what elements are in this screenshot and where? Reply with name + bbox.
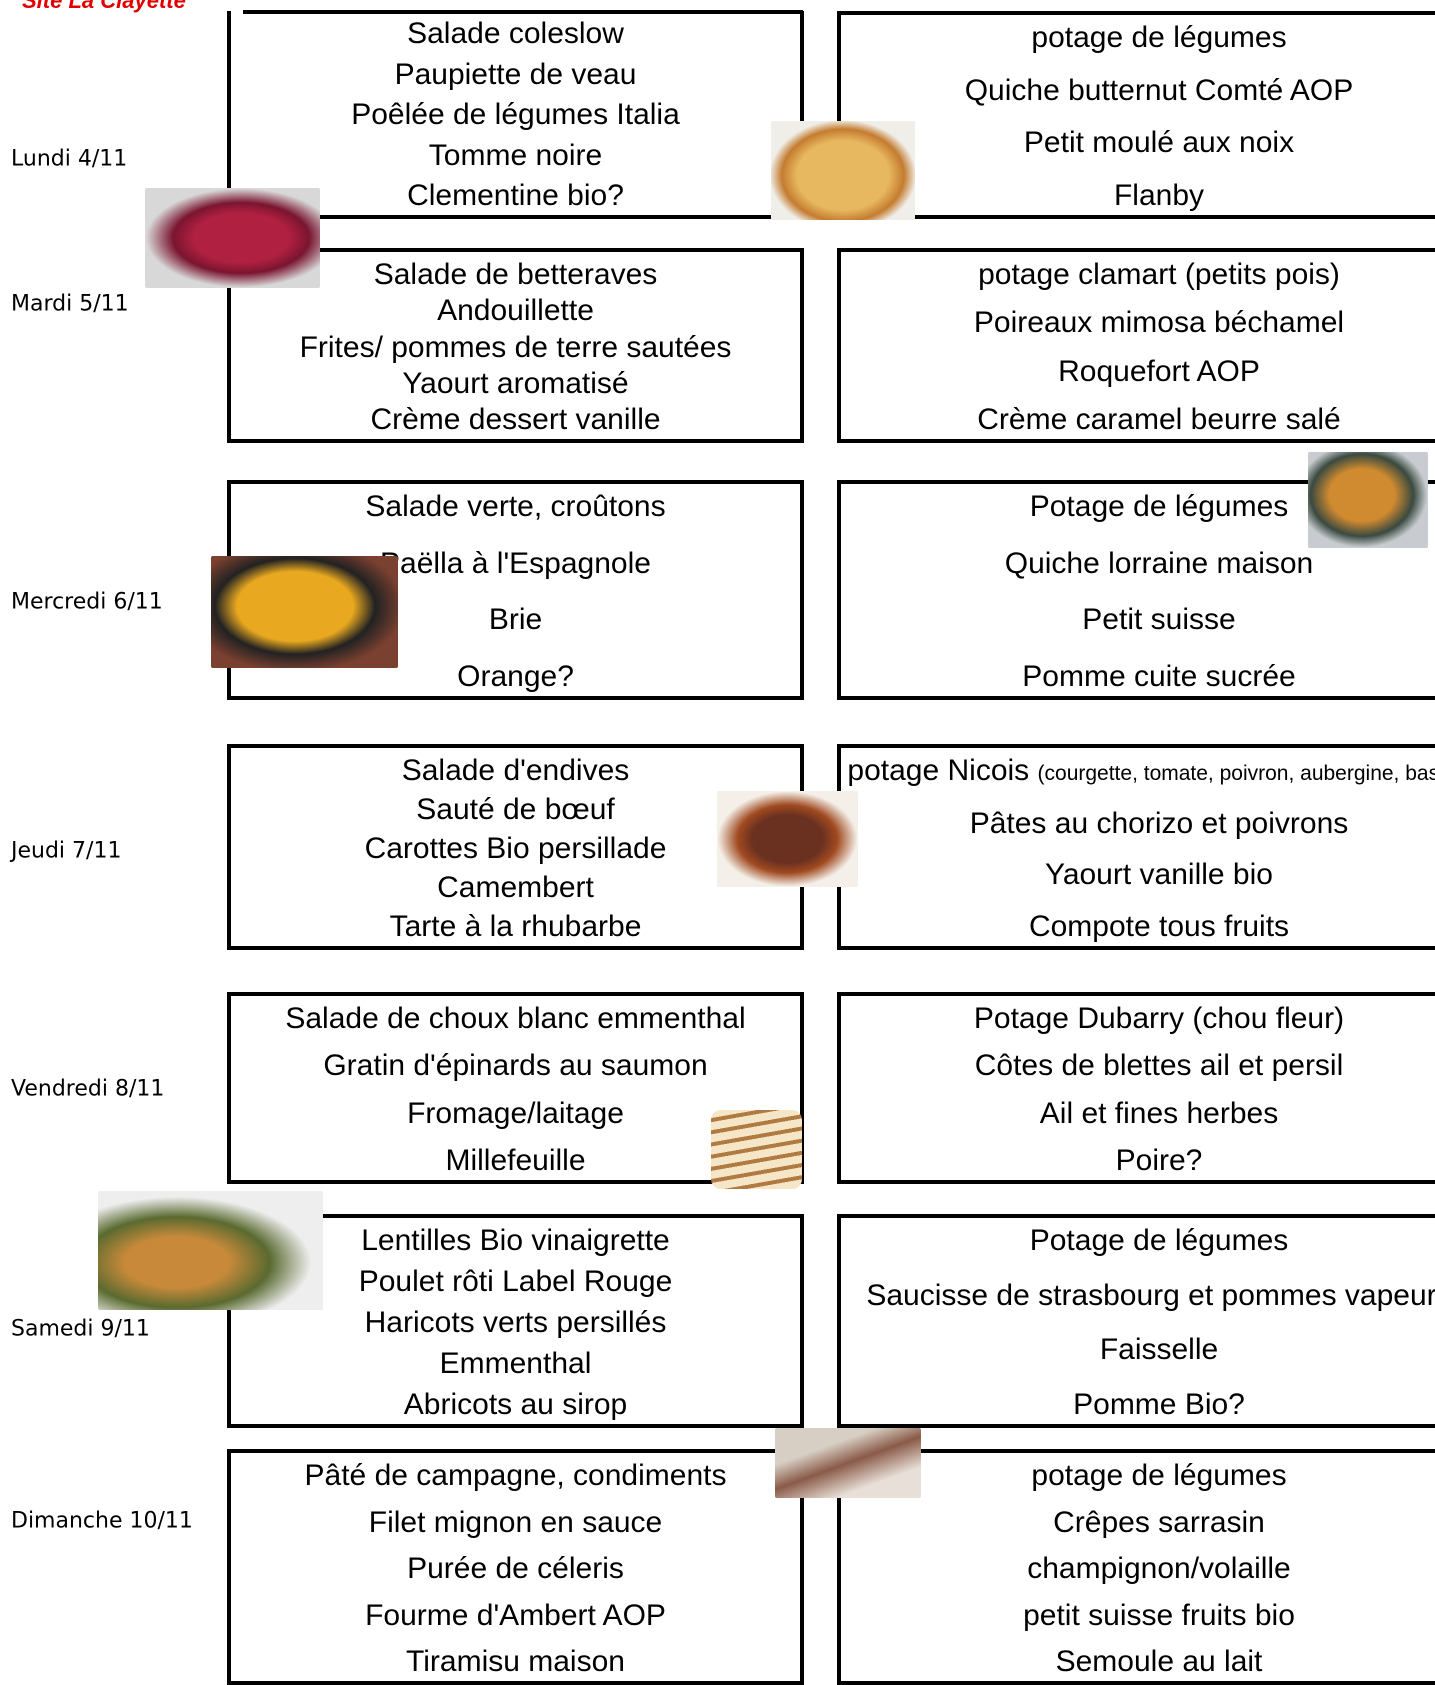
top-rule [243,10,803,14]
menu-item: Tiramisu maison [406,1645,625,1678]
menu-item: Lentilles Bio vinaigrette [361,1224,670,1257]
lunch-box: Lentilles Bio vinaigrette Poulet rôti Lab… [227,1214,804,1428]
menu-item: Crème caramel beurre salé [977,402,1341,436]
menu-item: Pâté de campagne, condiments [304,1459,727,1492]
stew-photo [717,791,858,887]
millefeuille-photo [711,1110,802,1189]
site-title: Site La Clayette [22,0,186,13]
menu-item: Potage de légumes [1029,490,1289,523]
day-label: Mercredi 6/11 [11,589,163,615]
menu-item: Haricots verts persillés [364,1306,667,1339]
menu-item: Filet mignon en sauce [368,1505,663,1539]
chicken-photo [98,1191,323,1310]
dinner-box: potage clamart (petits pois) Poireaux mim… [837,248,1435,443]
lunch-box: Salade verte, croûtons Paëlla à l'Espagno… [227,480,804,700]
dinner-box: potage de légumes Crêpes sarrasin champign… [837,1449,1435,1685]
menu-item: Faisselle [1099,1333,1219,1367]
menu-note: (courgette, tomate, poivron, aubergine, … [1037,762,1435,785]
lunch-box: Pâté de campagne, condiments Filet mignon… [227,1449,804,1685]
menu-item: Tarte à la rhubarbe [389,910,642,943]
menu-item: Salade de betteraves [373,258,658,291]
menu-item: Pomme Bio? [1073,1387,1245,1421]
day-label: Vendredi 8/11 [11,1076,165,1102]
day-label: Mardi 5/11 [11,291,129,317]
menu-item: Sauté de bœuf [416,793,615,826]
menu-item: Brie [488,603,543,637]
menu-item: Paupiette de veau [394,57,637,91]
menu-item: Ail et fines herbes [1039,1096,1279,1130]
menu-item: Semoule au lait [1055,1645,1263,1678]
menu-item: Yaourt vanille bio [1045,858,1273,892]
menu-item: Flanby [1113,178,1205,212]
lunch-box: Salade de betteraves Andouillette Frites/ … [227,248,804,443]
menu-item: Poire? [1115,1143,1203,1177]
lunch-box: Salade d'endives Sauté de bœuf Carottes Bi… [227,744,804,950]
menu-item: Crème dessert vanille [370,403,661,436]
day-label: Dimanche 10/11 [11,1508,193,1534]
menu-item: potage Nicois (courgette, tomate, poivro… [847,754,1435,789]
menu-item: Emmenthal [439,1347,592,1380]
menu-item: Salade d'endives [401,754,630,787]
menu-item: Potage Dubarry (chou fleur) [973,1002,1345,1035]
menu-item: petit suisse fruits bio [1023,1598,1295,1632]
paella-photo [211,556,398,668]
menu-item: Yaourt aromatisé [402,366,629,400]
menu-item: Crêpes sarrasin [1053,1505,1265,1539]
menu-item: Poireaux mimosa béchamel [973,306,1345,340]
pate-photo [775,1428,921,1498]
menu-item: Carottes Bio persillade [364,832,667,865]
menu-item: Pomme cuite sucrée [1022,659,1296,693]
menu-item: Salade de choux blanc emmenthal [285,1002,746,1035]
day-label: Jeudi 7/11 [11,838,122,864]
menu-item: champignon/volaille [1027,1552,1291,1585]
menu-item: Gratin d'épinards au saumon [323,1049,708,1083]
menu-item: Quiche lorraine maison [1004,546,1314,580]
menu-item: Fourme d'Ambert AOP [365,1598,666,1632]
menu-item: Compote tous fruits [1028,909,1290,943]
menu-item: potage clamart (petits pois) [978,258,1340,291]
quiche-photo [771,121,915,220]
dinner-box: Potage de légumes Quiche lorraine maison P… [837,480,1435,700]
menu-item: Frites/ pommes de terre sautées [299,330,732,364]
menu-item: Roquefort AOP [1058,354,1260,388]
menu-item: Tomme noire [428,138,603,172]
menu-item: Salade coleslow [407,17,624,50]
menu-item: Clementine bio? [407,179,624,212]
menu-item: potage de légumes [1031,21,1287,54]
dinner-box: Potage de légumes Saucisse de strasbourg … [837,1214,1435,1428]
menu-item: Fromage/laitage [407,1096,624,1130]
dinner-box: Potage Dubarry (chou fleur) Côtes de blet… [837,992,1435,1184]
menu-item: Salade verte, croûtons [365,490,666,523]
menu-item: Abricots au sirop [403,1388,628,1421]
day-label: Lundi 4/11 [11,146,128,172]
menu-item: Andouillette [437,294,594,328]
lunch-box: Salade coleslow Paupiette de veau Poêlée d… [227,11,804,219]
menu-item: Camembert [437,871,594,904]
menu-item: Orange? [457,659,574,693]
menu-item: Poulet rôti Label Rouge [358,1265,673,1298]
day-label: Samedi 9/11 [11,1316,150,1342]
lunch-box: Salade de choux blanc emmenthal Gratin d'… [227,992,804,1184]
menu-item: Potage de légumes [1029,1224,1289,1257]
menu-item: Saucisse de strasbourg et pommes vapeurs [866,1278,1435,1312]
menu-item: potage de légumes [1031,1459,1287,1492]
menu-item: Petit moulé aux noix [1023,126,1295,160]
menu-item: Paëlla à l'Espagnole [380,546,651,580]
dinner-box: potage de légumes Quiche butternut Comté … [837,11,1435,219]
beet-salad-photo [145,188,320,288]
menu-item: Côtes de blettes ail et persil [974,1049,1344,1083]
menu-item: Purée de céleris [407,1552,624,1585]
menu-item: Quiche butternut Comté AOP [964,73,1354,107]
dinner-box: potage Nicois (courgette, tomate, poivro… [837,744,1435,950]
menu-item: Pâtes au chorizo et poivrons [969,806,1349,840]
menu-item: Poêlée de légumes Italia [351,98,680,131]
menu-item: Millefeuille [445,1143,586,1177]
soup-photo [1308,452,1428,548]
menu-item: Petit suisse [1082,603,1236,637]
